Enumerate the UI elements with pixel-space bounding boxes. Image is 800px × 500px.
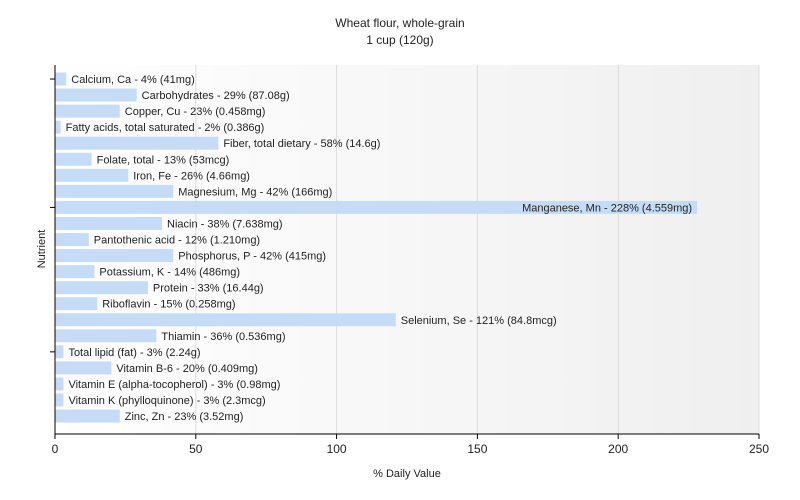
- bar-label: Iron, Fe - 26% (4.66mg): [133, 170, 250, 182]
- bar-label: Calcium, Ca - 4% (41mg): [71, 74, 194, 86]
- bar-label: Total lipid (fat) - 3% (2.24g): [68, 347, 200, 359]
- x-tick-label: 0: [52, 442, 59, 456]
- bar-label: Folate, total - 13% (53mcg): [97, 154, 230, 166]
- chart-title: Wheat flour, whole-grain: [335, 16, 464, 30]
- bar: [55, 361, 112, 375]
- bar-label: Vitamin B-6 - 20% (0.409mg): [116, 363, 258, 375]
- grid-lines: [195, 65, 760, 434]
- x-tick-label: 50: [189, 442, 203, 456]
- chart-subtitle: 1 cup (120g): [366, 33, 433, 47]
- bars: Calcium, Ca - 4% (41mg) Carbohydrates - 2…: [55, 72, 698, 423]
- bar: [55, 104, 120, 118]
- x-tick-label: 200: [608, 442, 628, 456]
- x-tick-label: 100: [327, 442, 347, 456]
- bar: [55, 281, 148, 295]
- bar: [55, 393, 64, 407]
- x-axis-title: % Daily Value: [373, 468, 441, 480]
- bar: [55, 345, 64, 359]
- x-tick-label: 150: [467, 442, 487, 456]
- bar-label: Magnesium, Mg - 42% (166mg): [178, 186, 332, 198]
- bar: [55, 329, 157, 343]
- bar: [55, 249, 174, 263]
- bar-label: Selenium, Se - 121% (84.8mcg): [401, 315, 557, 327]
- bar: [55, 136, 219, 150]
- x-tick-label: 250: [749, 442, 769, 456]
- bar-label: Pantothenic acid - 12% (1.210mg): [94, 235, 260, 247]
- bar-label: Carbohydrates - 29% (87.08g): [142, 90, 290, 102]
- bar: [55, 377, 64, 391]
- bar-label: Thiamin - 36% (0.536mg): [161, 331, 285, 343]
- bar-label: Potassium, K - 14% (486mg): [99, 267, 240, 279]
- bar: [55, 120, 61, 134]
- bar: [55, 313, 396, 327]
- bar: [55, 233, 89, 246]
- bar: [55, 168, 129, 182]
- bar: [55, 216, 163, 230]
- bar-label: Vitamin E (alpha-tocopherol) - 3% (0.98m…: [68, 379, 280, 391]
- bar: [55, 152, 92, 166]
- bar: [55, 265, 95, 279]
- bar-label: Copper, Cu - 23% (0.458mg): [125, 106, 266, 118]
- bar-label: Fatty acids, total saturated - 2% (0.386…: [66, 122, 265, 134]
- bar: [55, 409, 120, 423]
- bar-label: Phosphorus, P - 42% (415mg): [178, 251, 326, 263]
- bar: [55, 72, 67, 86]
- axes: 0 50 100 150 200 250: [50, 65, 769, 456]
- bar-label: Protein - 33% (16.44g): [153, 283, 264, 295]
- bar-label: Fiber, total dietary - 58% (14.6g): [223, 138, 380, 150]
- bar-label: Niacin - 38% (7.638mg): [167, 218, 283, 230]
- bar: [55, 200, 698, 214]
- bar-label: Zinc, Zn - 23% (3.52mg): [125, 411, 244, 423]
- bar: [55, 88, 137, 102]
- bar: [55, 297, 98, 311]
- bar-label: Vitamin K (phylloquinone) - 3% (2.3mcg): [68, 395, 265, 407]
- bar: [55, 184, 174, 198]
- bar-label: Manganese, Mn - 228% (4.559mg): [522, 202, 692, 214]
- y-axis-title: Nutrient: [36, 230, 48, 269]
- bar-label: Riboflavin - 15% (0.258mg): [102, 299, 235, 311]
